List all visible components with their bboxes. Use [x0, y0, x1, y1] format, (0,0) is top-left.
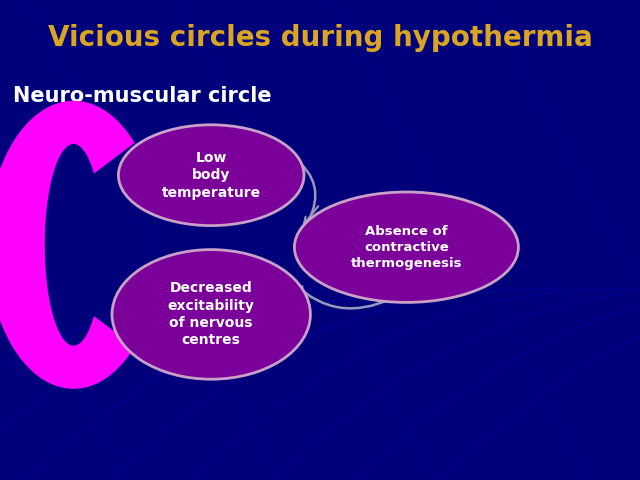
Ellipse shape	[118, 125, 304, 226]
Text: Neuro-muscular circle: Neuro-muscular circle	[13, 86, 271, 106]
Text: Absence of
contractive
thermogenesis: Absence of contractive thermogenesis	[351, 225, 462, 270]
PathPatch shape	[0, 101, 134, 389]
Text: Vicious circles during hypothermia: Vicious circles during hypothermia	[47, 24, 593, 52]
Text: Low
body
temperature: Low body temperature	[162, 151, 260, 200]
Ellipse shape	[112, 250, 310, 379]
Text: Decreased
excitability
of nervous
centres: Decreased excitability of nervous centre…	[168, 281, 255, 348]
Ellipse shape	[294, 192, 518, 302]
